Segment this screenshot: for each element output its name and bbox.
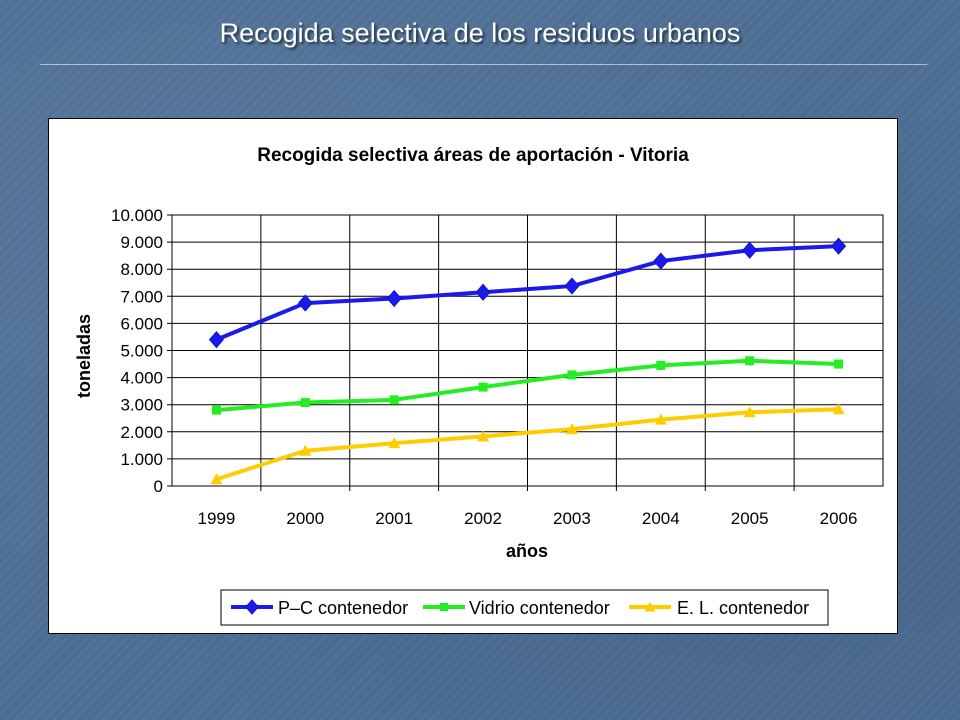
y-tick-label: 3.000: [120, 396, 163, 415]
y-tick-label: 1.000: [120, 450, 163, 469]
line-chart: Recogida selectiva áreas de aportación -…: [74, 145, 884, 626]
series-diamond: [208, 237, 847, 349]
legend-label: P–C contenedor: [278, 598, 408, 618]
x-tick-label: 2003: [553, 509, 591, 528]
data-point: [567, 370, 577, 380]
data-point: [653, 252, 669, 270]
y-tick-label: 6.000: [120, 314, 163, 333]
data-point: [654, 413, 667, 425]
data-point: [297, 294, 313, 312]
data-point: [478, 382, 488, 392]
series-line: [216, 358, 839, 413]
data-point: [745, 356, 755, 366]
x-tick-label: 2002: [464, 509, 502, 528]
data-point: [743, 406, 756, 418]
x-axis-ticks: 1999 2000 2001 2002 2003 2004 2005 2006: [198, 509, 858, 528]
y-tick-label: 7.000: [120, 287, 163, 306]
data-point: [299, 444, 312, 456]
legend-swatch-marker: [439, 602, 449, 612]
y-tick-label: 9.000: [120, 233, 163, 252]
y-tick-label: 0: [154, 477, 163, 496]
slide-title: Recogida selectiva de los residuos urban…: [219, 18, 741, 48]
data-point: [834, 359, 844, 369]
data-point: [211, 405, 221, 415]
y-tick-label: 8.000: [120, 260, 163, 279]
chart-grid: [167, 214, 884, 491]
legend-swatch-marker: [644, 601, 656, 612]
data-point: [208, 331, 224, 349]
data-point: [389, 395, 399, 405]
data-point: [210, 473, 223, 485]
data-point: [831, 237, 847, 255]
data-point: [386, 289, 402, 308]
x-tick-label: 2000: [286, 509, 324, 528]
data-point: [477, 430, 490, 442]
series-line: [215, 407, 839, 482]
series-triangle: [210, 403, 845, 485]
data-point: [475, 283, 491, 301]
y-tick-label: 4.000: [120, 369, 163, 388]
chart-series: [208, 237, 847, 485]
data-point: [388, 437, 401, 449]
data-point: [742, 241, 758, 259]
legend-label: E. L. contenedor: [677, 598, 809, 618]
x-tick-label: 2006: [820, 509, 858, 528]
y-axis-ticks: 0 1.000 2.000 3.000 4.000 5.000 6.000 7.000 8.00…: [111, 206, 163, 496]
x-tick-label: 2001: [375, 509, 413, 528]
y-axis-label: toneladas: [74, 314, 94, 398]
data-point: [832, 403, 845, 415]
title-divider: [40, 64, 927, 65]
data-point: [300, 398, 310, 408]
series-square: [211, 356, 844, 415]
series-line: [215, 244, 839, 342]
data-point: [564, 277, 580, 295]
x-axis-label: años: [506, 541, 548, 561]
y-tick-label: 5.000: [120, 342, 163, 361]
y-tick-label: 10.000: [111, 206, 163, 225]
chart-legend: P–C contenedor Vidrio contenedor E. L. con…: [220, 589, 829, 626]
x-tick-label: 2005: [731, 509, 769, 528]
data-point: [656, 360, 666, 370]
legend-swatch-marker: [245, 599, 259, 615]
x-tick-label: 1999: [198, 509, 236, 528]
legend-label: Vidrio contenedor: [469, 598, 610, 618]
legend-box: [220, 589, 829, 626]
data-point: [565, 423, 578, 435]
chart-panel: Recogida selectiva áreas de aportación -…: [48, 118, 898, 634]
x-tick-label: 2004: [642, 509, 680, 528]
chart-title: Recogida selectiva áreas de aportación -…: [257, 145, 689, 166]
y-tick-label: 2.000: [120, 423, 163, 442]
